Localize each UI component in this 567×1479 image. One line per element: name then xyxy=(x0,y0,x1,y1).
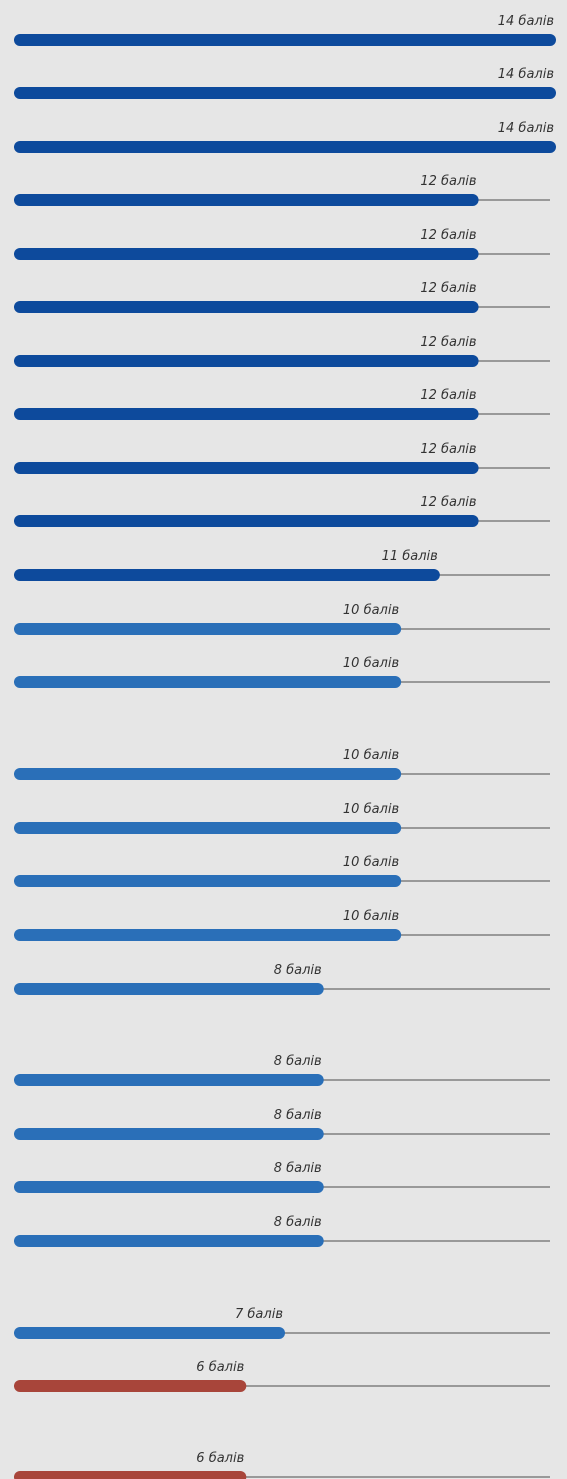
score-bar xyxy=(14,462,479,474)
score-label: 14 балів xyxy=(498,121,554,136)
score-bar xyxy=(14,1380,247,1392)
score-bar xyxy=(14,408,479,420)
score-bar xyxy=(14,1327,285,1339)
score-bar xyxy=(14,34,556,46)
score-bar xyxy=(14,1128,324,1140)
score-label: 8 балів xyxy=(274,1161,322,1176)
score-label: 8 балів xyxy=(274,963,322,978)
score-label: 10 балів xyxy=(343,855,399,870)
score-bar xyxy=(14,929,402,941)
score-label: 12 балів xyxy=(420,174,476,189)
score-label: 8 балів xyxy=(274,1054,322,1069)
score-label: 8 балів xyxy=(274,1108,322,1123)
score-label: 10 балів xyxy=(343,748,399,763)
score-bar xyxy=(14,87,556,99)
score-bar xyxy=(14,141,556,153)
score-bar xyxy=(14,515,479,527)
score-label: 12 балів xyxy=(420,495,476,510)
score-label: 12 балів xyxy=(420,442,476,457)
score-bar xyxy=(14,248,479,260)
score-bar xyxy=(14,983,324,995)
score-bar xyxy=(14,676,402,688)
score-label: 12 балів xyxy=(420,335,476,350)
score-label: 10 балів xyxy=(343,802,399,817)
score-bar xyxy=(14,301,479,313)
score-label: 7 балів xyxy=(235,1307,283,1322)
score-bar xyxy=(14,623,402,635)
score-bar xyxy=(14,355,479,367)
score-label: 14 балів xyxy=(498,67,554,82)
score-bar xyxy=(14,822,402,834)
score-label: 12 балів xyxy=(420,228,476,243)
score-label: 12 балів xyxy=(420,388,476,403)
score-bar xyxy=(14,1235,324,1247)
score-bar xyxy=(14,875,402,887)
score-bar xyxy=(14,194,479,206)
score-bar xyxy=(14,1471,247,1479)
score-label: 6 балів xyxy=(196,1451,244,1466)
score-bar xyxy=(14,768,402,780)
score-label: 12 балів xyxy=(420,281,476,296)
score-label: 14 балів xyxy=(498,14,554,29)
score-label: 10 балів xyxy=(343,603,399,618)
score-label: 6 балів xyxy=(196,1360,244,1375)
score-label: 10 балів xyxy=(343,909,399,924)
score-label: 8 балів xyxy=(274,1215,322,1230)
score-bar xyxy=(14,1074,324,1086)
score-bar xyxy=(14,569,440,581)
score-label: 11 балів xyxy=(382,549,438,564)
score-bar xyxy=(14,1181,324,1193)
score-label: 10 балів xyxy=(343,656,399,671)
